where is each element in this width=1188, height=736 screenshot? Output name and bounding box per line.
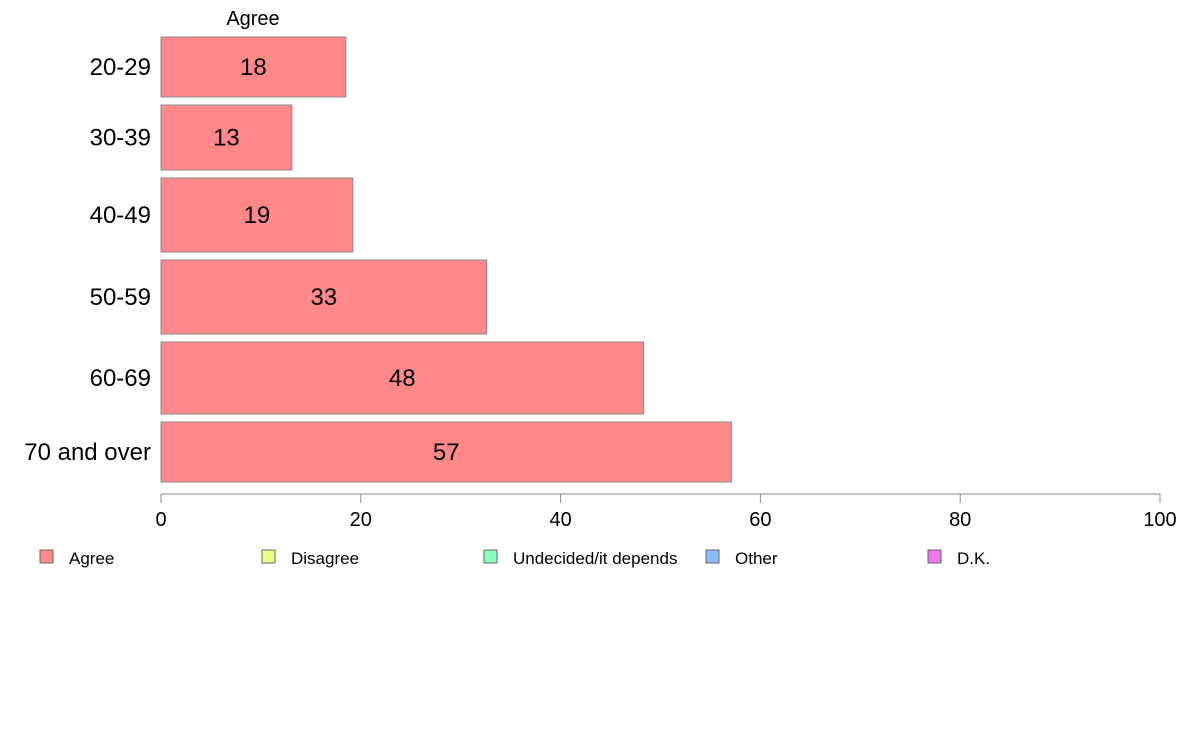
data-label: 13: [213, 125, 240, 152]
legend-swatch: [39, 549, 54, 564]
category-label: 40-49: [90, 202, 151, 229]
series-title: Agree: [226, 8, 279, 30]
bar-30-39: [160, 104, 293, 171]
legend: Agree Disagree Undecided/it depends Other D.…: [39, 549, 990, 568]
legend-label: Other: [735, 549, 778, 568]
bars: 20-29 18 30-39 13 40-49 19 50-59 33 60-69 48 70 an…: [24, 36, 732, 483]
data-label: 33: [310, 284, 337, 311]
legend-swatch: [483, 549, 498, 564]
legend-label: Agree: [69, 549, 114, 568]
legend-label: Disagree: [291, 549, 359, 568]
data-label: 19: [244, 202, 271, 229]
x-tick-label: 0: [155, 509, 166, 531]
x-tick-label: 100: [1143, 509, 1176, 531]
data-label: 18: [240, 54, 267, 81]
legend-swatch: [927, 549, 942, 564]
category-label: 60-69: [90, 365, 151, 392]
x-tick-label: 80: [949, 509, 971, 531]
x-axis: 0 20 40 60 80 100: [155, 493, 1177, 531]
legend-label: D.K.: [957, 549, 990, 568]
bar-20-29: [160, 36, 347, 98]
x-tick-label: 40: [549, 509, 571, 531]
bar-50-59: [160, 259, 488, 335]
legend-label: Undecided/it depends: [513, 549, 677, 568]
category-label: 30-39: [90, 125, 151, 152]
data-label: 48: [389, 365, 416, 392]
legend-swatch: [705, 549, 720, 564]
data-label: 57: [433, 439, 460, 466]
bar-60-69: [160, 341, 645, 415]
x-tick-label: 20: [350, 509, 372, 531]
category-label: 50-59: [90, 284, 151, 311]
bar-70-and-over: [160, 421, 732, 483]
legend-swatch: [261, 549, 276, 564]
category-label: 20-29: [90, 54, 151, 81]
x-tick-label: 60: [749, 509, 771, 531]
bar-40-49: [160, 177, 354, 253]
category-label: 70 and over: [24, 439, 151, 466]
